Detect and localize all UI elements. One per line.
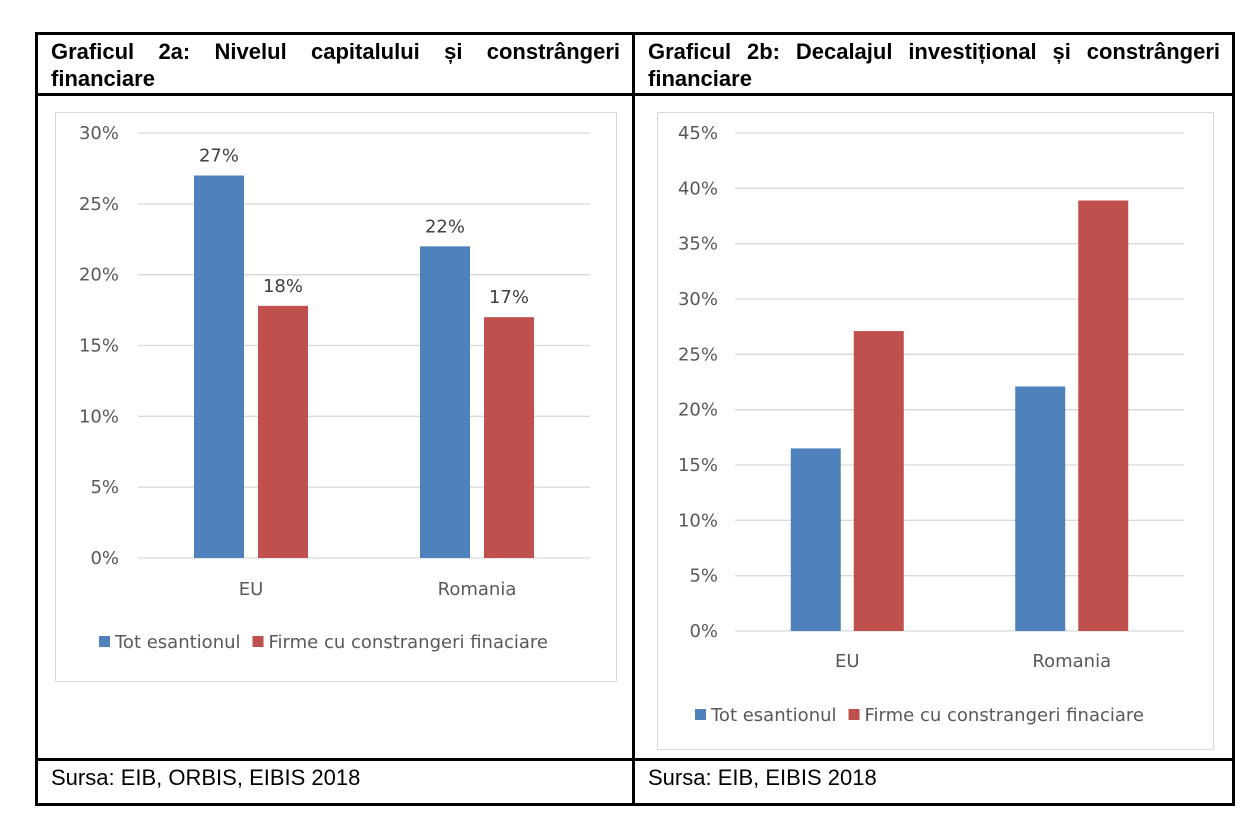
chart-2a-bar-romania-s2: [484, 317, 534, 558]
chart-2a-source: Sursa: EIB, ORBIS, EIBIS 2018: [51, 765, 361, 790]
legend-swatch: [848, 709, 860, 720]
y-tick-label: 5%: [90, 477, 119, 498]
data-label: 22%: [425, 216, 465, 237]
y-tick-label: 5%: [689, 566, 718, 587]
legend-swatch: [252, 636, 264, 647]
chart-2b-bar-romania-s1: [1015, 386, 1066, 631]
y-tick-label: 0%: [689, 621, 718, 642]
chart-2a-bar-eu-s2: [258, 305, 308, 558]
x-category-label: Romania: [1032, 651, 1111, 672]
chart-2b-area: 0% 5% 10% 15% 20% 25% 30% 35% 40% 45% EU Romania Tot…: [657, 112, 1214, 750]
y-tick-label: 45%: [678, 123, 718, 144]
chart-2b-bar-eu-s2: [853, 331, 904, 631]
legend-label: Tot esantionul: [114, 632, 241, 653]
footer-divider: [35, 758, 1235, 761]
y-tick-label: 40%: [678, 178, 718, 199]
y-tick-label: 30%: [678, 289, 718, 310]
chart-2b-source: Sursa: EIB, EIBIS 2018: [648, 765, 877, 790]
y-tick-label: 25%: [678, 344, 718, 365]
data-label: 17%: [489, 287, 529, 308]
chart-2b-svg: 0% 5% 10% 15% 20% 25% 30% 35% 40% 45% EU Romania Tot…: [678, 123, 1184, 726]
column-divider: [632, 32, 635, 806]
legend-swatch: [99, 636, 110, 647]
x-category-label: EU: [239, 579, 264, 600]
y-tick-label: 35%: [678, 234, 718, 255]
y-tick-label: 15%: [79, 336, 119, 357]
data-label: 27%: [199, 146, 239, 167]
x-category-label: Romania: [438, 579, 517, 600]
y-tick-label: 20%: [79, 265, 119, 286]
legend-label: Tot esantionul: [710, 705, 837, 726]
chart-2b-bar-eu-s1: [790, 448, 841, 631]
legend-swatch: [695, 709, 706, 720]
y-tick-label: 15%: [678, 455, 718, 476]
x-category-label: EU: [835, 651, 860, 672]
y-tick-label: 0%: [90, 548, 119, 569]
chart-2a-title: Graficul 2a: Nivelul capitalului și cons…: [51, 39, 620, 91]
data-label: 18%: [263, 276, 303, 297]
header-divider: [35, 93, 1235, 96]
legend-label: Firme cu constrangeri finaciare: [865, 705, 1144, 726]
chart-2a-bar-eu-s1: [194, 175, 244, 558]
y-tick-label: 30%: [79, 123, 119, 144]
chart-2b-bar-romania-s2: [1078, 200, 1129, 632]
chart-2a-bar-romania-s1: [420, 246, 470, 559]
chart-2a-svg: 0% 5% 10% 15% 20% 25% 30% 27% 18% EU 22% 17% Romania…: [79, 123, 590, 653]
y-tick-label: 10%: [678, 510, 718, 531]
legend-label: Firme cu constrangeri finaciare: [269, 632, 548, 653]
y-tick-label: 25%: [79, 194, 119, 215]
chart-2a-area: 0% 5% 10% 15% 20% 25% 30% 27% 18% EU 22% 17% Romania…: [55, 112, 617, 682]
chart-2b-title: Graficul 2b: Decalajul investițional și …: [648, 39, 1220, 91]
y-tick-label: 20%: [678, 400, 718, 421]
figure-table-frame: [35, 32, 1235, 806]
y-tick-label: 10%: [79, 406, 119, 427]
